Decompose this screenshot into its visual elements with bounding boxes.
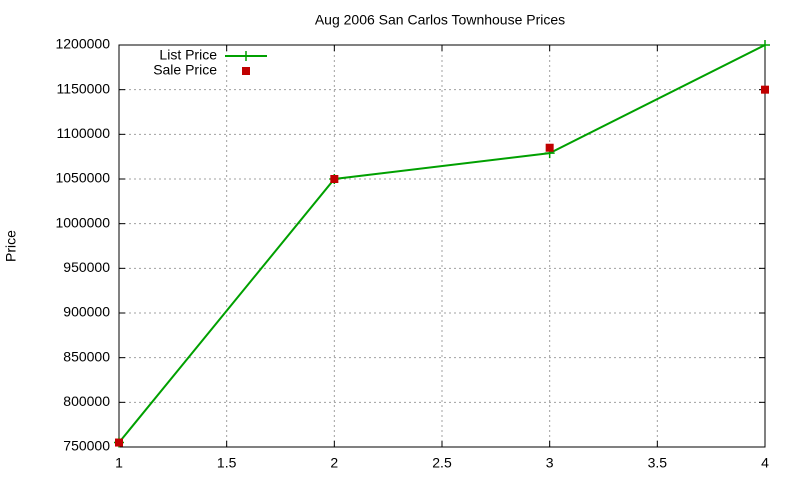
y-tick-label: 1050000 [55,170,110,186]
y-tick-label: 850000 [63,348,110,364]
y-tick-label: 1100000 [57,125,111,141]
x-tick-label: 1 [115,455,123,471]
x-tick-label: 4 [761,455,769,471]
point [330,175,339,183]
chart-title: Aug 2006 San Carlos Townhouse Prices [315,12,565,28]
y-tick-label: 900000 [63,304,110,320]
point [760,40,770,50]
y-tick-label: 1150000 [57,80,111,96]
x-tick-label: 3.5 [648,455,668,471]
y-axis-label: Price [3,230,19,262]
plot-frame [118,44,766,448]
point [242,67,250,75]
legend-label: List Price [159,47,217,63]
y-tick-label: 950000 [63,259,110,275]
x-tick-label: 1.5 [217,455,237,471]
y-tick-label: 1200000 [55,36,110,52]
x-tick-label: 3 [546,455,554,471]
series-line [118,44,766,444]
x-tick-label: 2.5 [432,455,452,471]
y-tick-label: 1000000 [55,214,110,230]
y-tick-label: 800000 [63,393,110,409]
point [115,438,123,447]
y-tick-label: 750000 [63,438,110,454]
x-tick-label: 2 [330,455,338,471]
point [761,85,769,94]
legend-label: Sale Price [153,62,217,78]
point [241,51,251,61]
point [545,143,554,152]
